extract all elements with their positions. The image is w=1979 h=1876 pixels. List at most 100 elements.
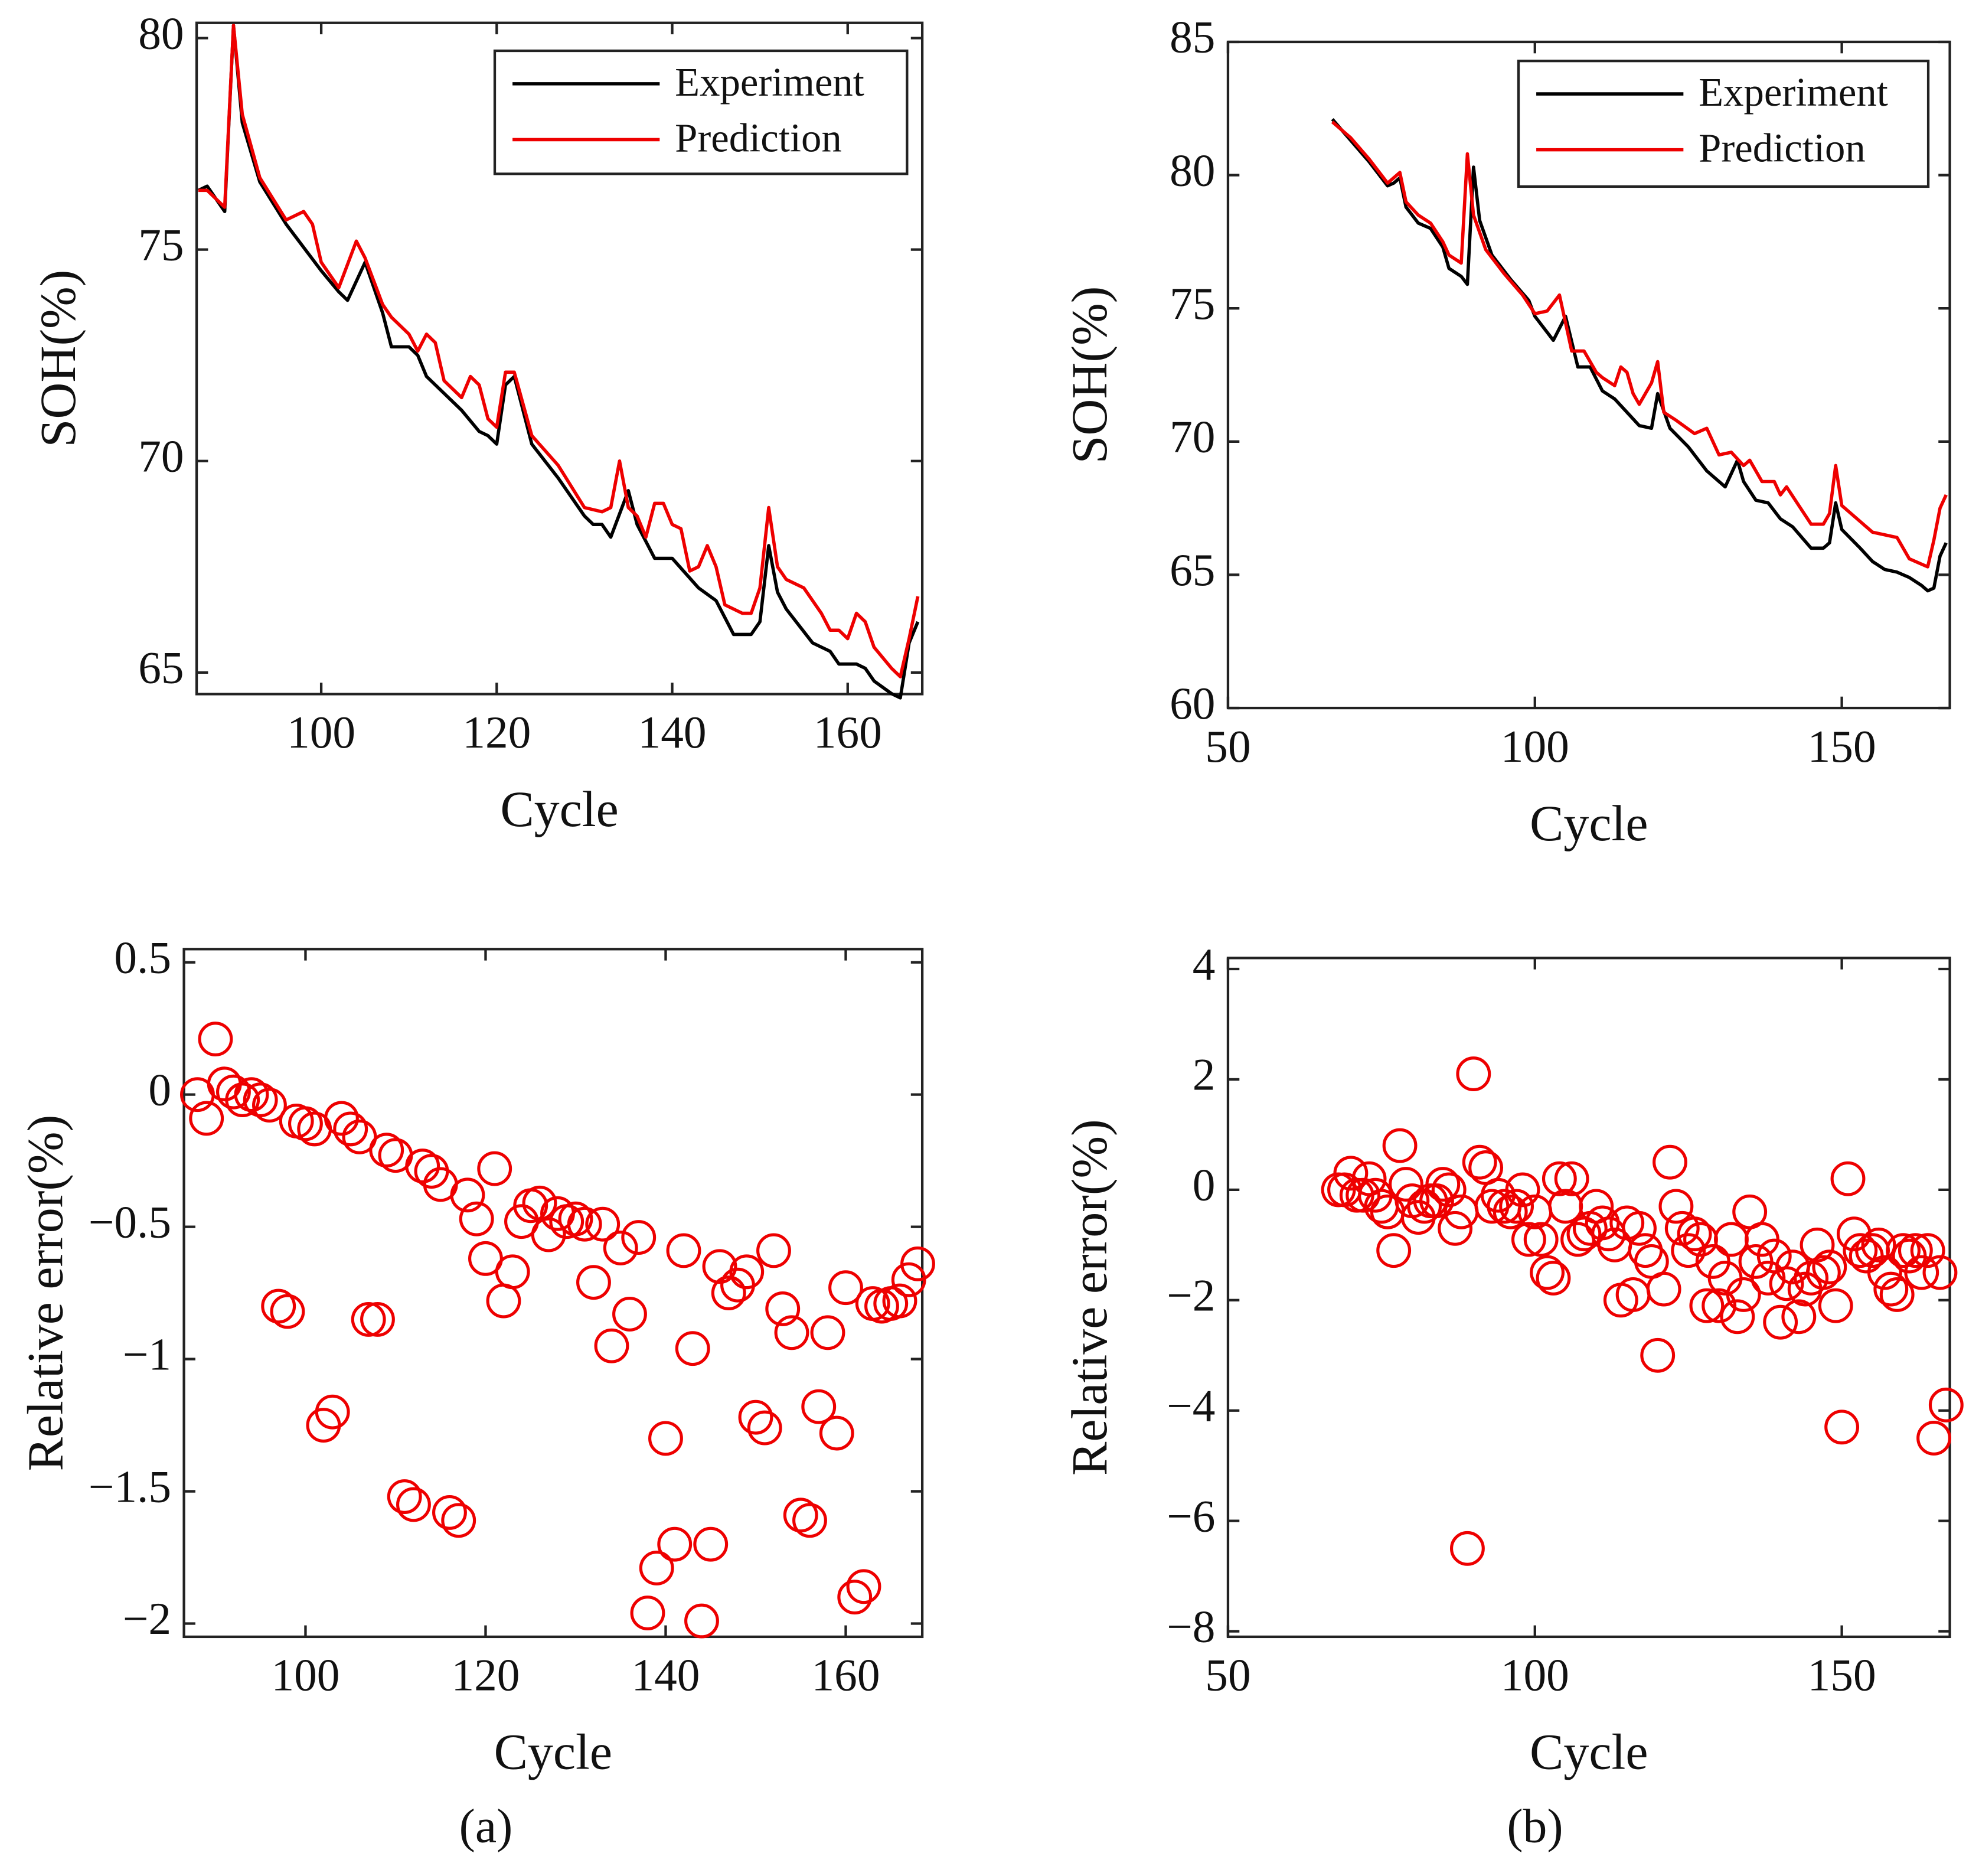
data-point [1898,1233,1933,1268]
data-point [1720,1299,1755,1335]
data-point [630,1596,665,1631]
legend-label: Prediction [1699,126,1866,171]
data-point [1499,1189,1534,1224]
plot-frame [1226,40,1951,710]
data-point [1781,1299,1817,1335]
y-tick-label: 65 [138,642,184,693]
data-point [1456,1056,1491,1092]
data-point [1922,1255,1958,1290]
y-tick-label: 80 [1170,145,1215,195]
data-point [1523,1222,1559,1257]
y-tick-label: 85 [1170,12,1215,63]
y-axis-label: Relative error(%) [1061,1119,1118,1476]
data-point [1622,1211,1657,1246]
data-point [1542,1161,1577,1196]
data-point [360,1301,395,1337]
data-point [1886,1233,1921,1268]
data-point [684,1603,719,1639]
data-point [252,1088,287,1123]
data-line [198,24,920,678]
x-tick-label: 50 [1205,1650,1250,1701]
data-point [1646,1271,1681,1307]
data-point [1861,1227,1896,1262]
data-point [1438,1211,1473,1246]
data-point [1805,1255,1841,1290]
plot-frame [195,21,924,696]
y-tick-label: 70 [1170,412,1215,462]
data-point [774,1315,809,1350]
data-point [603,1231,638,1265]
data-point [558,1201,593,1236]
data-point [405,1149,440,1184]
data-point [594,1328,629,1363]
y-tick-label: 80 [138,8,184,58]
legend-label: Prediction [675,115,842,160]
x-tick-label: 140 [638,707,707,758]
data-point [801,1389,837,1424]
data-point [243,1082,278,1118]
plot-frame [182,948,924,1639]
data-point [1511,1222,1546,1257]
y-tick-label: 75 [138,219,184,270]
data-point [693,1526,729,1562]
data-point [1843,1233,1878,1268]
data-point [351,1301,386,1337]
data-point [1910,1233,1945,1268]
y-tick-label: −0.5 [89,1196,171,1247]
y-axis-label: SOH(%) [30,270,86,448]
data-point [1702,1288,1737,1323]
x-axis-label: Cycle [1530,795,1648,851]
data-point [1554,1161,1589,1196]
data-point [576,1265,611,1300]
y-tick-label: 75 [1170,278,1215,329]
legend-label: Experiment [675,60,864,105]
data-line [1331,118,1948,593]
data-point [1505,1172,1540,1208]
x-tick-label: 100 [1501,721,1569,772]
data-point [1769,1266,1804,1301]
data-point [1928,1387,1964,1423]
data-point [1751,1260,1786,1296]
data-point [261,1288,296,1324]
data-point [441,1503,476,1538]
data-point [270,1294,305,1329]
data-point [198,1022,233,1057]
data-point [522,1185,557,1221]
x-axis-label: Cycle [1530,1724,1648,1780]
y-tick-label: −4 [1167,1380,1215,1431]
x-tick-label: 120 [451,1650,520,1701]
data-point [1763,1304,1798,1340]
data-point [369,1133,404,1168]
data-point [459,1201,494,1236]
data-point [477,1151,512,1186]
data-point [900,1246,935,1281]
y-tick-label: −2 [123,1593,171,1644]
data-point [1419,1183,1454,1219]
panel-caption: (b) [1507,1799,1563,1852]
data-point [711,1275,746,1311]
data-point [396,1487,431,1522]
legend-box [493,49,909,175]
data-point [216,1074,251,1110]
data-point [567,1206,602,1242]
data-point [1389,1167,1423,1202]
x-tick-label: 150 [1808,1650,1876,1701]
x-tick-label: 50 [1205,721,1250,772]
y-tick-label: 60 [1170,678,1215,729]
data-line [1331,120,1948,569]
y-tick-label: −2 [1167,1270,1215,1321]
x-axis-label: Cycle [494,1724,612,1780]
legend-box [1517,60,1930,188]
data-point [1879,1277,1915,1312]
x-tick-label: 160 [814,707,882,758]
data-point [828,1270,863,1306]
data-point [1653,1144,1687,1180]
data-point [819,1415,854,1451]
x-tick-label: 140 [631,1650,700,1701]
x-tick-label: 150 [1808,721,1876,772]
data-point [1873,1271,1909,1307]
data-point [1812,1249,1847,1285]
data-point [648,1421,683,1456]
plot-frame [1226,957,1951,1639]
data-point [1493,1194,1528,1229]
